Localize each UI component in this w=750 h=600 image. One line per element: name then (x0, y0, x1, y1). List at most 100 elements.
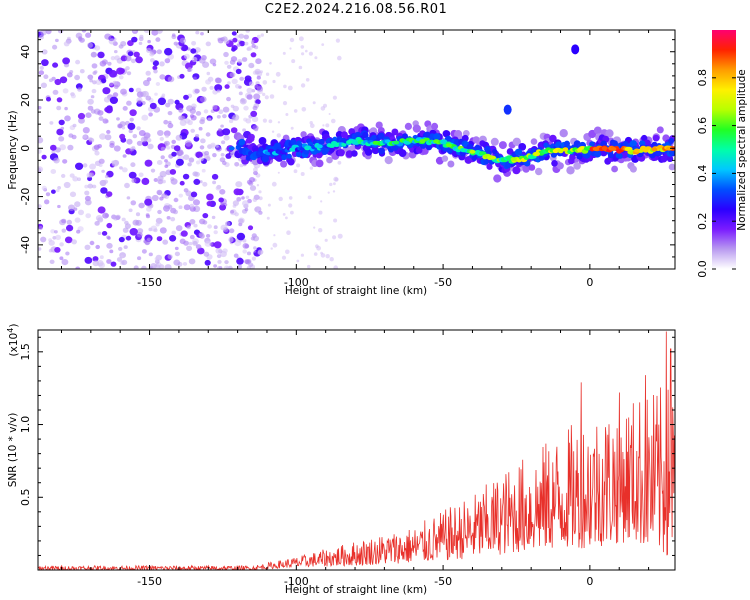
noise-blob (235, 84, 240, 89)
x-tick-label: -150 (137, 575, 162, 588)
band-cell (607, 152, 614, 159)
band-cell (442, 130, 451, 138)
colorbar-label: Normalized spectral amplitude (736, 69, 748, 230)
noise-blob (79, 69, 85, 74)
noise-blob (224, 39, 230, 45)
noise-blob (48, 249, 53, 253)
noise-blob (133, 265, 139, 269)
noise-blob (195, 244, 202, 250)
noise-blob (125, 235, 132, 241)
noise-blob (67, 144, 74, 151)
noise-blob (106, 191, 113, 198)
noise-blob (174, 99, 180, 105)
band-cell (549, 134, 557, 143)
noise-blob (161, 93, 166, 97)
noise-blob (281, 255, 287, 260)
noise-blob (213, 230, 218, 235)
noise-blob (106, 222, 113, 229)
noise-blob (217, 266, 222, 269)
noise-blob (171, 33, 176, 37)
band-cell (471, 155, 477, 162)
noise-blob (188, 241, 193, 246)
noise-blob (289, 37, 295, 43)
noise-blob (333, 218, 338, 223)
noise-blob (224, 60, 229, 65)
noise-blob (202, 181, 208, 187)
noise-blob (266, 216, 270, 220)
noise-blob (246, 265, 251, 269)
noise-blob (97, 110, 104, 116)
noise-blob (97, 206, 106, 214)
band-peak (228, 146, 235, 151)
noise-blob (230, 127, 238, 134)
band-core-cell (644, 146, 652, 151)
noise-blob (244, 259, 250, 264)
noise-blob (195, 30, 200, 35)
noise-blob (141, 265, 147, 269)
noise-blob (136, 140, 143, 146)
noise-blob (85, 112, 92, 118)
noise-blob (104, 174, 109, 179)
noise-blob (61, 228, 67, 233)
noise-blob (74, 217, 81, 223)
noise-blob (95, 244, 100, 250)
noise-blob (128, 171, 137, 179)
noise-blob (251, 116, 259, 123)
spectrogram-y-axis-label: Frequency (Hz) (7, 110, 19, 189)
noise-blob (238, 33, 245, 39)
noise-blob (68, 204, 75, 211)
noise-blob (179, 180, 185, 186)
noise-blob (58, 136, 65, 142)
noise-blob (92, 184, 97, 189)
noise-blob (245, 138, 252, 145)
noise-blob (55, 38, 59, 43)
noise-blob (130, 58, 136, 64)
noise-blob (133, 51, 140, 58)
noise-blob (164, 264, 172, 269)
noise-blob (84, 256, 93, 264)
noise-blob (223, 135, 230, 141)
noise-blob (299, 36, 304, 42)
noise-blob (254, 207, 258, 212)
noise-blob (157, 209, 162, 215)
noise-blob (192, 240, 198, 246)
noise-blob (209, 58, 217, 65)
noise-blob (195, 134, 200, 138)
noise-blob (56, 105, 62, 111)
noise-blob (108, 38, 116, 45)
noise-blob (137, 99, 142, 104)
noise-blob (300, 45, 305, 49)
noise-blob (107, 61, 112, 66)
noise-blob (153, 228, 158, 233)
noise-blob (57, 186, 61, 190)
noise-blob (212, 63, 217, 67)
noise-blob (89, 79, 94, 83)
noise-blob (331, 118, 336, 124)
band-peak (557, 148, 564, 153)
noise-blob (144, 159, 153, 167)
noise-blob (179, 37, 187, 44)
noise-blob (321, 43, 325, 46)
noise-blob (212, 153, 217, 158)
noise-blob (129, 228, 138, 236)
noise-blob (213, 264, 218, 268)
noise-blob (126, 100, 132, 106)
noise-blob (82, 163, 88, 168)
noise-blob (277, 171, 280, 174)
noise-blob (171, 151, 177, 157)
noise-blob (164, 58, 171, 64)
noise-blob (220, 224, 228, 231)
noise-blob (53, 157, 60, 164)
noise-blob (318, 210, 323, 215)
noise-blob (190, 48, 197, 54)
noise-blob (56, 97, 63, 103)
noise-blob (109, 249, 114, 254)
noise-blob (296, 259, 300, 263)
noise-blob (287, 85, 293, 91)
noise-blob (173, 145, 181, 152)
noise-blob (38, 166, 44, 173)
noise-blob (184, 140, 192, 147)
noise-blob (54, 230, 58, 234)
noise-blob (252, 105, 258, 111)
noise-blob (213, 241, 222, 249)
